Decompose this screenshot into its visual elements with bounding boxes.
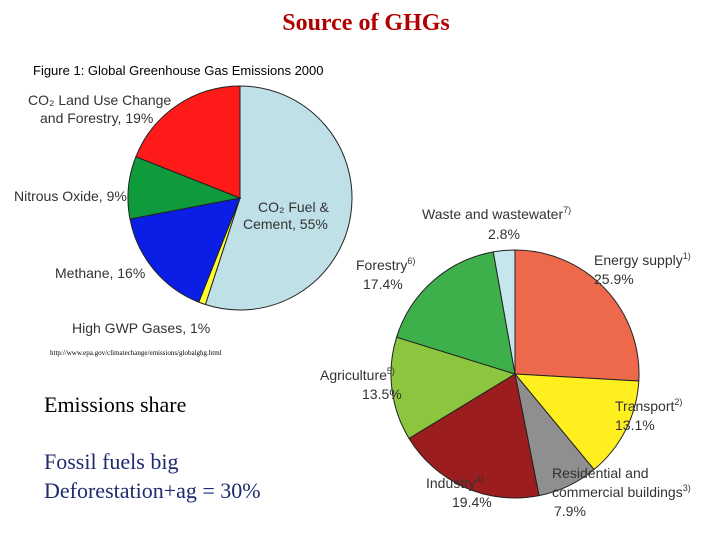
label-industry-pct: 19.4% (452, 494, 492, 510)
pie-slice-industry (408, 373, 540, 499)
pie-slice-methane-16 (129, 197, 241, 303)
label-transport-pct: 13.1% (615, 417, 655, 433)
label-waste-pct: 2.8% (488, 226, 520, 242)
label-forestry-pct: 17.4% (363, 276, 403, 292)
label-nitrous-oxide: Nitrous Oxide, 9% (14, 188, 127, 204)
pie-chart-epa (127, 85, 353, 311)
label-co2-land-use: CO₂ Land Use Change and Forestry, 19% (28, 92, 171, 126)
label-forestry: Forestry6) (356, 256, 415, 273)
label-transport: Transport2) (615, 397, 682, 414)
label-buildings: Residential and commercial buildings3) (552, 465, 691, 500)
pie-chart-sectors (390, 249, 640, 499)
source-url: http://www.epa.gov/climatechange/emissio… (50, 349, 222, 357)
label-agriculture: Agriculture5) (320, 366, 395, 383)
label-energy-pct: 25.9% (594, 271, 634, 287)
label-methane: Methane, 16% (55, 265, 145, 281)
slide-title: Source of GHGs (282, 10, 450, 36)
label-waste: Waste and wastewater7) (422, 205, 571, 222)
pie-slice-transport (513, 373, 640, 471)
label-co2-fuel: CO₂ Fuel & Cement, 55% (243, 199, 329, 232)
pie-slice-co-land-use-change-and-forestry-19 (135, 85, 241, 199)
label-high-gwp: High GWP Gases, 1% (72, 320, 210, 336)
note-line-fossil: Fossil fuels big (44, 449, 179, 474)
emissions-heading: Emissions share (44, 392, 187, 417)
note-line-deforestation: Deforestation+ag = 30% (44, 478, 261, 503)
label-energy: Energy supply1) (594, 251, 691, 268)
pie-slice-energy-supply (514, 249, 640, 382)
pie-slice-waste-and-wastewater (492, 249, 516, 375)
label-buildings-pct: 7.9% (554, 503, 586, 519)
label-industry: Industry4) (426, 474, 484, 491)
label-agriculture-pct: 13.5% (362, 386, 402, 402)
pie-slice-agriculture (390, 336, 517, 440)
figure-caption: Figure 1: Global Greenhouse Gas Emission… (33, 63, 324, 78)
pie-slice-forestry (395, 251, 516, 375)
pie-slice-co-fuel-cement-55 (204, 85, 353, 311)
